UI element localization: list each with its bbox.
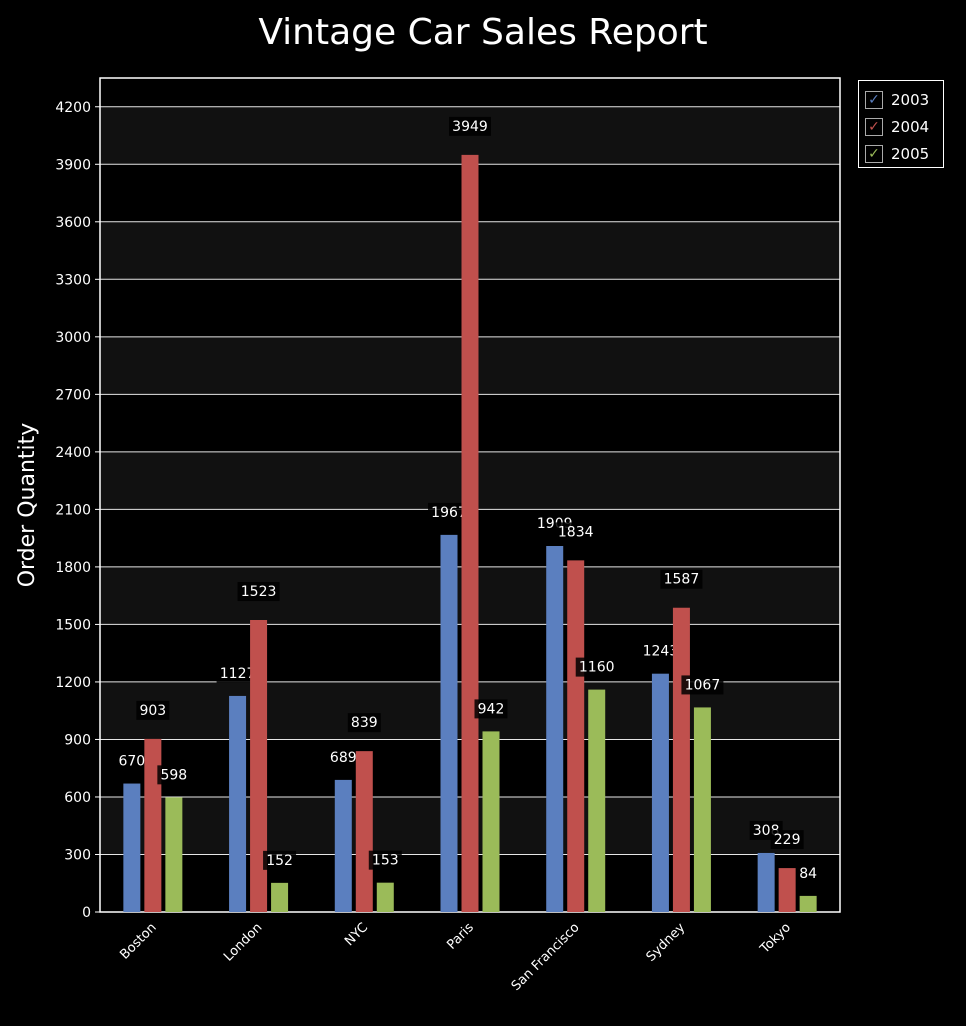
x-tick-label: London: [221, 920, 265, 964]
x-tick-label: NYC: [342, 920, 371, 949]
legend-item-2003[interactable]: ✓ 2003: [865, 86, 937, 113]
bar-2005-nyc: [376, 882, 394, 912]
data-label: 3949: [452, 119, 488, 135]
data-label-bg: [449, 116, 491, 136]
bar-2005-boston: [165, 797, 183, 912]
x-tick-label: Sydney: [644, 920, 689, 965]
data-label: 1967: [431, 505, 467, 521]
y-tick-label: 300: [64, 847, 91, 863]
y-tick-label: 1200: [55, 675, 91, 691]
data-label-bg: [428, 502, 470, 522]
y-tick-label: 2700: [55, 387, 91, 403]
data-label-bg: [157, 765, 191, 785]
bar-2003-paris: [440, 534, 458, 912]
legend-item-2004[interactable]: ✓ 2004: [865, 113, 937, 140]
data-label-bg: [770, 830, 804, 850]
checkbox-icon[interactable]: ✓: [865, 117, 883, 136]
data-label-bg: [368, 850, 402, 870]
bar-2003-sydney: [651, 673, 669, 912]
bar-2004-nyc: [355, 751, 373, 912]
data-label: 1160: [579, 660, 615, 676]
data-label: 1834: [558, 524, 594, 540]
x-tick-label: Paris: [444, 920, 477, 953]
y-tick-label: 600: [64, 790, 91, 806]
bar-2005-san-francisco: [588, 689, 606, 912]
y-axis-title: Order Quantity: [15, 423, 40, 588]
data-label: 1067: [685, 677, 721, 693]
data-label: 153: [372, 853, 399, 869]
y-tick-label: 1500: [55, 617, 91, 633]
x-tick-label: San Francisco: [509, 920, 583, 994]
y-tick-label: 2100: [55, 502, 91, 518]
data-label-bg: [796, 863, 821, 883]
data-label: 689: [330, 750, 357, 766]
bar-2003-london: [229, 695, 247, 912]
y-tick-label: 0: [82, 905, 91, 921]
bar-2004-tokyo: [778, 868, 796, 912]
legend: ✓ 2003 ✓ 2004 ✓ 2005: [858, 80, 944, 168]
data-label: 1523: [241, 584, 277, 600]
y-tick-label: 3900: [55, 157, 91, 173]
bar-2003-boston: [123, 783, 141, 912]
chart-title: Vintage Car Sales Report: [258, 12, 708, 53]
data-label: 839: [351, 715, 378, 731]
checkbox-icon[interactable]: ✓: [865, 90, 883, 109]
checkbox-icon[interactable]: ✓: [865, 144, 883, 163]
data-label: 1243: [643, 644, 679, 660]
y-tick-label: 1800: [55, 560, 91, 576]
bar-2004-sydney: [672, 607, 690, 912]
legend-label: 2005: [891, 144, 930, 163]
data-label: 598: [160, 767, 187, 783]
bar-2005-paris: [482, 731, 500, 912]
legend-label: 2003: [891, 90, 930, 109]
bar-2003-san-francisco: [546, 545, 564, 912]
data-label-bg: [347, 713, 381, 733]
y-tick-label: 3300: [55, 272, 91, 288]
data-label-bg: [216, 663, 259, 683]
bar-2004-london: [250, 620, 268, 912]
data-label: 84: [799, 866, 817, 882]
bar-2005-london: [271, 882, 289, 912]
y-tick-label: 3600: [55, 215, 91, 231]
y-tick-label: 2400: [55, 445, 91, 461]
legend-label: 2004: [891, 117, 930, 136]
bar-2005-sydney: [693, 707, 711, 912]
bar-2004-paris: [461, 154, 479, 913]
data-label-bg: [575, 657, 618, 677]
data-label: 152: [266, 853, 293, 869]
data-label-bg: [136, 700, 170, 720]
data-label-bg: [554, 522, 597, 542]
bar-2003-tokyo: [757, 852, 775, 912]
data-label: 1587: [664, 572, 700, 588]
y-tick-label: 4200: [55, 100, 91, 116]
x-tick-label: Boston: [117, 920, 159, 962]
x-tick-label: Tokyo: [757, 920, 794, 957]
data-label: 670: [118, 754, 145, 770]
bar-2004-san-francisco: [567, 560, 585, 912]
data-label-bg: [263, 850, 297, 870]
data-label-bg: [326, 747, 360, 767]
legend-item-2005[interactable]: ✓ 2005: [865, 140, 937, 167]
y-tick-label: 900: [64, 732, 91, 748]
data-label: 229: [774, 832, 801, 848]
y-tick-label: 3000: [55, 330, 91, 346]
bar-2004-boston: [144, 738, 162, 912]
data-label: 903: [139, 703, 166, 719]
data-label-bg: [474, 699, 508, 719]
data-label-bg: [237, 582, 280, 602]
data-label-bg: [115, 751, 149, 771]
bar-2005-tokyo: [799, 895, 817, 912]
bar-2003-nyc: [334, 779, 352, 912]
data-label: 942: [478, 701, 505, 717]
data-label: 1127: [220, 666, 256, 682]
data-label-bg: [639, 641, 682, 661]
data-label-bg: [681, 675, 724, 695]
data-label-bg: [660, 569, 703, 589]
